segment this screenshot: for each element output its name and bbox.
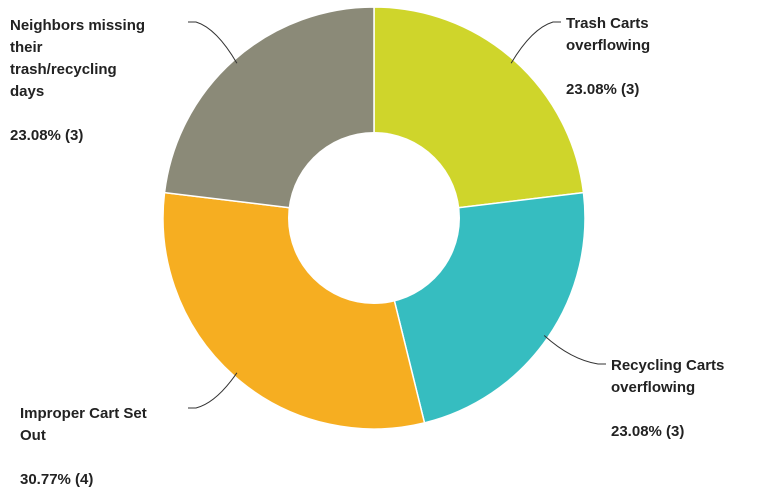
slice-label-1-line-1: Trash Carts — [566, 15, 649, 32]
leader-lines — [188, 21, 606, 409]
slice-labels: Trash Carts overflowing 23.08% (3) Recyclin… — [10, 15, 724, 488]
slice-label-2-line-2: overflowing — [611, 379, 695, 396]
slice-label-3-line-2: Out — [20, 427, 46, 444]
slice-percent-label-2: 23.08% (3) — [611, 423, 684, 440]
slice-percent-label-4: 23.08% (3) — [10, 127, 83, 144]
slice-label-4-line-1: Neighbors missing — [10, 17, 145, 34]
leader-line-4 — [188, 21, 238, 64]
leader-line-2 — [543, 335, 606, 365]
donut-hole — [288, 132, 460, 304]
slice-label-2-line-1: Recycling Carts — [611, 357, 724, 374]
slice-label-1-line-2: overflowing — [566, 37, 650, 54]
slice-label-4-line-3: trash/recycling — [10, 61, 117, 78]
leader-line-3 — [188, 372, 238, 409]
slice-percent-label-3: 30.77% (4) — [20, 471, 93, 488]
slice-label-3-line-1: Improper Cart Set — [20, 405, 147, 422]
slice-label-4-line-4: days — [10, 83, 44, 100]
slice-label-4-line-2: their — [10, 39, 43, 56]
leader-line-1 — [510, 21, 561, 64]
slice-percent-label-1: 23.08% (3) — [566, 81, 639, 98]
